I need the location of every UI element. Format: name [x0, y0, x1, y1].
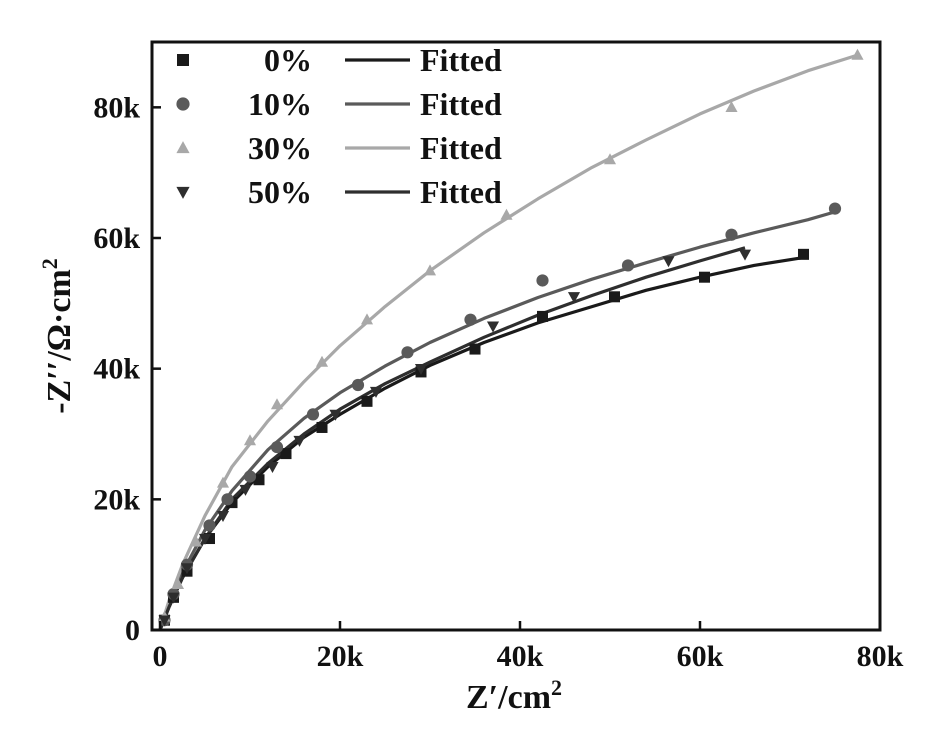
x-tick-label: 60k — [677, 640, 724, 673]
legend-marker-1 — [176, 97, 190, 111]
plot-frame — [150, 40, 882, 632]
x-tick-label: 0 — [153, 640, 168, 673]
data-point-series-3 — [167, 592, 180, 604]
data-point-series-3 — [369, 386, 383, 398]
data-point-series-3 — [329, 409, 342, 421]
data-point-series-3 — [158, 615, 171, 627]
data-point-series-3 — [567, 292, 581, 304]
y-tick-label: 40k — [93, 353, 140, 386]
data-point-series-0 — [609, 291, 620, 303]
data-point-series-0 — [316, 421, 328, 433]
x-tick-label: 80k — [857, 640, 904, 673]
data-point-series-2 — [315, 355, 329, 367]
x-tick-label: 40k — [497, 640, 544, 673]
data-point-series-1 — [203, 519, 216, 532]
data-point-series-2 — [603, 153, 617, 165]
data-point-series-1 — [270, 440, 284, 454]
data-point-series-1 — [401, 346, 414, 359]
data-point-series-2 — [360, 313, 374, 325]
data-point-series-1 — [351, 378, 365, 392]
data-point-series-2 — [725, 101, 738, 113]
data-point-series-3 — [198, 533, 212, 545]
data-point-series-2 — [851, 48, 864, 60]
data-point-series-0 — [204, 533, 215, 545]
legend-marker-2 — [176, 141, 190, 154]
legend-fit-label-1: Fitted — [420, 86, 502, 122]
data-point-series-0 — [469, 343, 481, 355]
data-point-series-2 — [216, 476, 230, 488]
data-points — [158, 48, 864, 627]
x-axis-label: Z′/cm2 — [466, 675, 562, 716]
legend-label-1: 10% — [248, 86, 312, 122]
fit-line-2 — [158, 53, 858, 631]
data-point-series-2 — [171, 577, 185, 589]
data-point-series-0 — [253, 474, 265, 486]
y-tick-label: 80k — [93, 91, 140, 124]
legend-label-2: 30% — [248, 130, 312, 166]
legend-marker-3 — [176, 186, 190, 199]
legend-label-3: 50% — [248, 174, 312, 210]
legend-marker-0 — [177, 54, 189, 66]
data-point-series-2 — [423, 264, 437, 276]
data-point-series-1 — [306, 408, 320, 421]
data-point-series-1 — [536, 274, 549, 287]
data-point-series-3 — [216, 510, 230, 522]
data-point-series-0 — [798, 248, 809, 260]
data-point-series-2 — [500, 208, 513, 220]
data-point-series-3 — [738, 249, 752, 261]
data-point-series-1 — [243, 470, 257, 483]
data-point-series-1 — [828, 202, 842, 215]
x-tick-label: 20k — [317, 640, 364, 673]
data-point-series-3 — [293, 435, 306, 447]
data-point-series-0 — [699, 271, 710, 283]
y-tick-label: 0 — [125, 614, 140, 647]
data-point-series-2 — [270, 398, 284, 410]
data-point-series-3 — [486, 321, 500, 333]
data-point-series-3 — [239, 484, 252, 496]
data-point-series-0 — [280, 448, 292, 460]
data-point-series-0 — [361, 395, 373, 407]
data-point-series-3 — [414, 363, 428, 375]
data-point-series-0 — [537, 310, 548, 322]
fit-line-0 — [158, 256, 804, 631]
legend-fit-label-0: Fitted — [420, 42, 502, 78]
legend-fit-label-3: Fitted — [420, 174, 502, 210]
data-point-series-3 — [662, 256, 675, 268]
data-point-series-1 — [221, 493, 234, 506]
y-axis-label: -Z′′/Ω·cm2 — [37, 258, 78, 414]
data-point-series-2 — [189, 535, 203, 547]
data-point-series-2 — [243, 434, 257, 446]
y-tick-label: 20k — [93, 483, 140, 516]
y-tick-label: 60k — [93, 222, 140, 255]
data-point-series-3 — [180, 563, 194, 575]
data-point-series-1 — [725, 228, 738, 241]
data-point-series-1 — [621, 259, 635, 272]
fit-line-1 — [158, 210, 836, 631]
axis-ticks: 0 20k 40k 60k 80k 0 20k 40k 60k 80k — [93, 91, 903, 673]
legend-label-0: 0% — [264, 42, 312, 78]
legend-fit-label-2: Fitted — [420, 130, 502, 166]
legend: 0% Fitted 10% Fitted 30% Fitted 50% Fitted — [176, 42, 502, 210]
data-point-series-3 — [266, 461, 279, 473]
data-point-series-1 — [464, 313, 477, 326]
